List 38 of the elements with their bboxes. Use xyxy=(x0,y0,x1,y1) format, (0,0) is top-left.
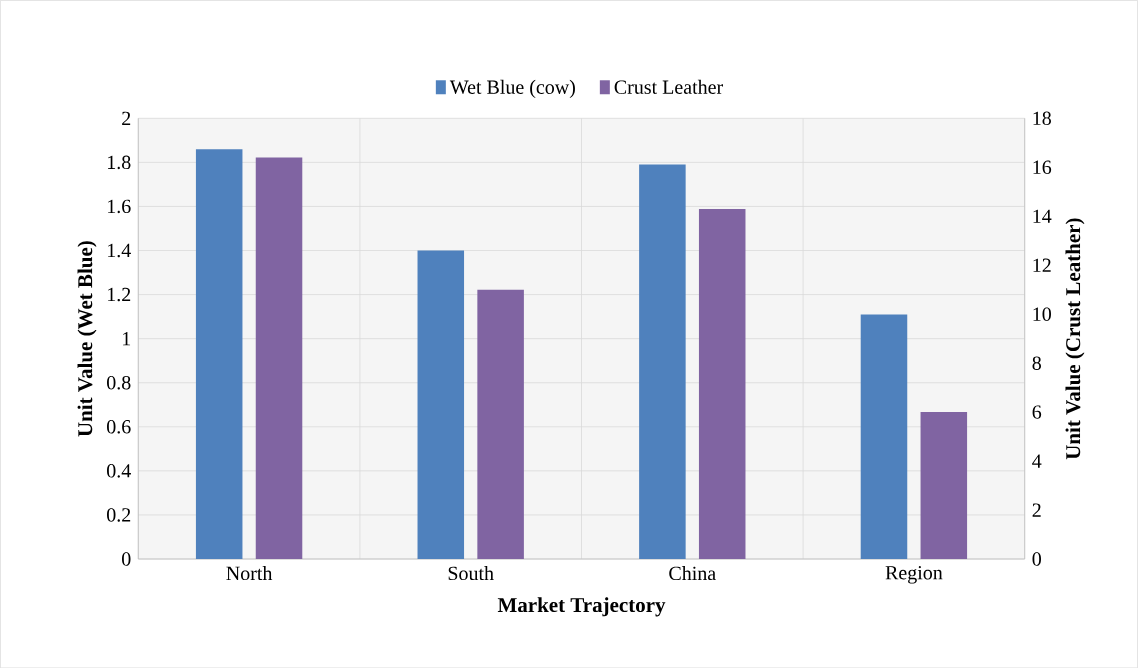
bar xyxy=(639,164,686,559)
y2-tick-label: 8 xyxy=(1032,356,1041,370)
y-tick-label: 1.8 xyxy=(108,155,131,170)
y-tick-label: 1 xyxy=(123,331,131,346)
bar xyxy=(255,157,303,559)
y-axis-title: Unit Value (Wet Blue) xyxy=(77,241,97,437)
x-tick-label: China xyxy=(669,565,716,580)
bar xyxy=(860,314,908,559)
y-tick-label: 1.6 xyxy=(108,199,131,214)
y-tick-label: 0 xyxy=(122,552,131,566)
y2-tick-label: 14 xyxy=(1033,209,1052,223)
legend-label: Wet Blue (cow) xyxy=(449,79,575,98)
x-tick-label: South xyxy=(448,565,494,580)
x-tick-label: North xyxy=(226,565,273,580)
y-tick-label: 2 xyxy=(122,111,131,125)
y2-tick-label: 0 xyxy=(1032,552,1041,566)
y-tick-label: 0.2 xyxy=(107,507,131,522)
y2-tick-label: 10 xyxy=(1033,307,1051,321)
legend-label: Crust Leather xyxy=(614,79,724,94)
y2-tick-label: 12 xyxy=(1033,258,1051,272)
y2-axis-title: Unit Value (Crust Leather) xyxy=(1065,218,1085,460)
x-tick-label: Region xyxy=(885,565,943,584)
y-tick-label: 1.2 xyxy=(108,287,131,302)
y-tick-label: 0.8 xyxy=(107,375,131,390)
y2-tick-label: 18 xyxy=(1033,111,1051,125)
bar xyxy=(195,149,243,559)
bar xyxy=(417,250,465,559)
bar xyxy=(920,411,968,559)
x-axis-title: Market Trajectory xyxy=(497,597,666,617)
y-tick-label: 0.6 xyxy=(107,419,131,434)
y2-tick-label: 2 xyxy=(1032,503,1041,517)
y-tick-label: 1.4 xyxy=(108,243,131,258)
bar xyxy=(477,289,524,559)
y2-tick-label: 4 xyxy=(1032,454,1042,468)
y2-tick-label: 16 xyxy=(1033,160,1052,174)
y2-tick-label: 6 xyxy=(1032,405,1042,419)
bar xyxy=(698,208,746,559)
y-tick-label: 0.4 xyxy=(107,463,131,478)
